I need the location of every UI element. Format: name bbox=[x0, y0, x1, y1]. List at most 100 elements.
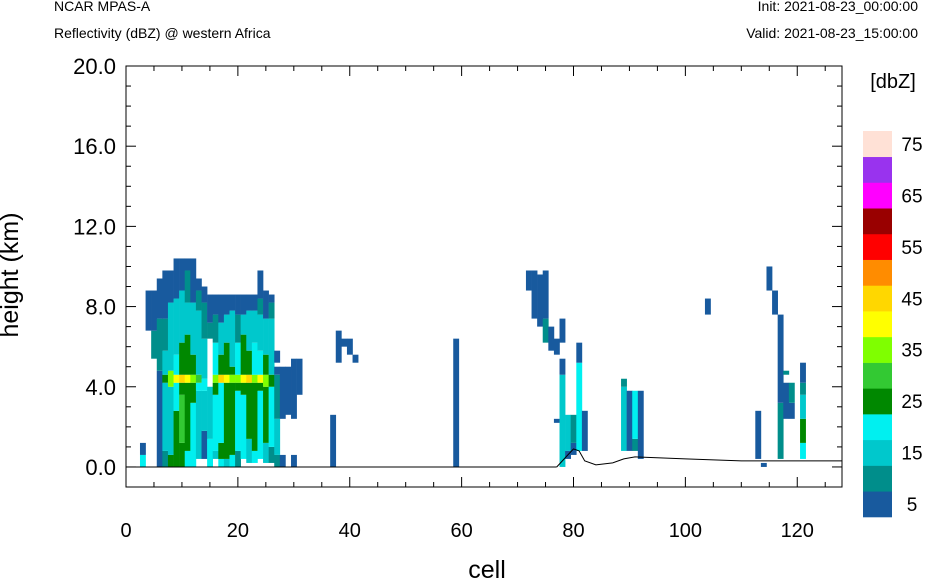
reflectivity-cell bbox=[251, 310, 258, 343]
reflectivity-cell bbox=[151, 330, 158, 359]
reflectivity-cell bbox=[223, 314, 230, 343]
reflectivity-cell bbox=[218, 442, 225, 459]
reflectivity-cell bbox=[167, 270, 174, 303]
reflectivity-cell bbox=[274, 418, 281, 455]
reflectivity-cell bbox=[167, 302, 174, 371]
reflectivity-cell bbox=[223, 374, 230, 383]
reflectivity-cell bbox=[346, 338, 353, 355]
reflectivity-cell bbox=[240, 334, 247, 375]
reflectivity-cell bbox=[246, 294, 253, 311]
x-tick-label: 80 bbox=[562, 520, 584, 542]
reflectivity-cell bbox=[800, 442, 806, 459]
reflectivity-cell bbox=[223, 382, 230, 459]
reflectivity-cell bbox=[777, 402, 784, 459]
reflectivity-cell bbox=[800, 418, 806, 443]
reflectivity-cell bbox=[257, 390, 264, 459]
reflectivity-cell bbox=[218, 374, 225, 383]
reflectivity-cell bbox=[195, 310, 202, 375]
reflectivity-cell bbox=[274, 366, 281, 375]
reflectivity-cell bbox=[553, 338, 560, 355]
reflectivity-cell bbox=[195, 382, 202, 391]
reflectivity-cell bbox=[167, 370, 174, 387]
reflectivity-cell bbox=[330, 414, 337, 467]
reflectivity-cell bbox=[156, 318, 163, 371]
reflectivity-cell bbox=[201, 430, 208, 459]
reflectivity-cell bbox=[229, 310, 236, 367]
colorbar-unit: [dbZ] bbox=[870, 71, 916, 93]
colorbar-swatch bbox=[863, 131, 892, 158]
colorbar-swatch bbox=[863, 259, 892, 286]
reflectivity-cell bbox=[274, 350, 281, 363]
reflectivity-cell bbox=[179, 290, 186, 343]
reflectivity-cell bbox=[218, 354, 225, 375]
reflectivity-cell bbox=[223, 294, 230, 315]
reflectivity-cell bbox=[637, 390, 644, 459]
reflectivity-cell bbox=[235, 450, 241, 467]
reflectivity-cell bbox=[195, 290, 202, 311]
reflectivity-cell bbox=[542, 318, 549, 343]
reflectivity-cell bbox=[207, 294, 213, 323]
reflectivity-cell bbox=[190, 374, 197, 383]
reflectivity-cell bbox=[296, 358, 303, 395]
reflectivity-cell bbox=[184, 270, 191, 303]
reflectivity-cell bbox=[240, 314, 247, 335]
colorbar-swatch bbox=[863, 414, 892, 441]
colorbar-swatch bbox=[863, 491, 892, 518]
reflectivity-cell bbox=[274, 374, 281, 419]
reflectivity-cell bbox=[257, 270, 264, 299]
y-tick-label: 4.0 bbox=[85, 375, 116, 400]
reflectivity-cell bbox=[190, 258, 197, 303]
reflectivity-cell bbox=[291, 358, 297, 419]
reflectivity-cell bbox=[173, 410, 180, 467]
colorbar-label: 25 bbox=[901, 392, 922, 413]
reflectivity-cell bbox=[229, 366, 236, 375]
reflectivity-cell bbox=[576, 362, 583, 451]
reflectivity-cell bbox=[263, 318, 269, 355]
reflectivity-cell bbox=[235, 374, 241, 383]
x-tick-label: 0 bbox=[120, 520, 131, 542]
reflectivity-cell bbox=[341, 338, 348, 347]
reflectivity-cell bbox=[184, 382, 191, 451]
colorbar-label: 75 bbox=[901, 135, 922, 156]
y-tick-label: 8.0 bbox=[85, 295, 116, 320]
reflectivity-cell bbox=[257, 314, 264, 351]
reflectivity-cell bbox=[218, 382, 225, 443]
reflectivity-cell bbox=[257, 374, 264, 383]
reflectivity-cell bbox=[195, 278, 202, 291]
reflectivity-cell bbox=[190, 402, 197, 467]
reflectivity-cell bbox=[246, 438, 253, 463]
reflectivity-cell bbox=[621, 386, 627, 451]
reflectivity-cell bbox=[184, 450, 191, 467]
y-tick-label: 20.0 bbox=[73, 54, 116, 79]
reflectivity-cell bbox=[162, 374, 169, 383]
reflectivity-cell bbox=[760, 462, 767, 467]
reflectivity-cell bbox=[755, 410, 762, 459]
reflectivity-cell bbox=[268, 302, 275, 319]
reflectivity-cell bbox=[167, 454, 174, 467]
reflectivity-cell bbox=[783, 382, 790, 419]
reflectivity-cell bbox=[235, 314, 241, 343]
reflectivity-cell bbox=[201, 378, 208, 391]
reflectivity-cell bbox=[257, 298, 264, 315]
colorbar-swatch bbox=[863, 439, 892, 466]
reflectivity-cell bbox=[229, 374, 236, 383]
reflectivity-cell bbox=[207, 438, 213, 467]
valid-time: Valid: 2021-08-23_15:00:00 bbox=[746, 25, 918, 41]
reflectivity-cell bbox=[453, 338, 460, 467]
reflectivity-cell bbox=[268, 374, 275, 387]
x-axis-label: cell bbox=[468, 556, 506, 580]
reflectivity-cell bbox=[240, 394, 247, 459]
reflectivity-cell bbox=[179, 382, 186, 395]
reflectivity-cell bbox=[190, 354, 197, 375]
reflectivity-cell bbox=[251, 382, 258, 451]
reflectivity-cell bbox=[800, 362, 806, 383]
colorbar-swatch bbox=[863, 336, 892, 363]
plot-frame bbox=[125, 65, 843, 488]
reflectivity-cell bbox=[173, 258, 180, 299]
colorbar: 5 15 25 35 45 55 65 75 bbox=[863, 131, 923, 518]
x-tick-label: 20 bbox=[227, 520, 249, 542]
reflectivity-cell bbox=[162, 450, 169, 467]
reflectivity-cell bbox=[156, 278, 163, 319]
reflectivity-cell bbox=[195, 374, 202, 383]
reflectivity-cell bbox=[559, 374, 566, 467]
